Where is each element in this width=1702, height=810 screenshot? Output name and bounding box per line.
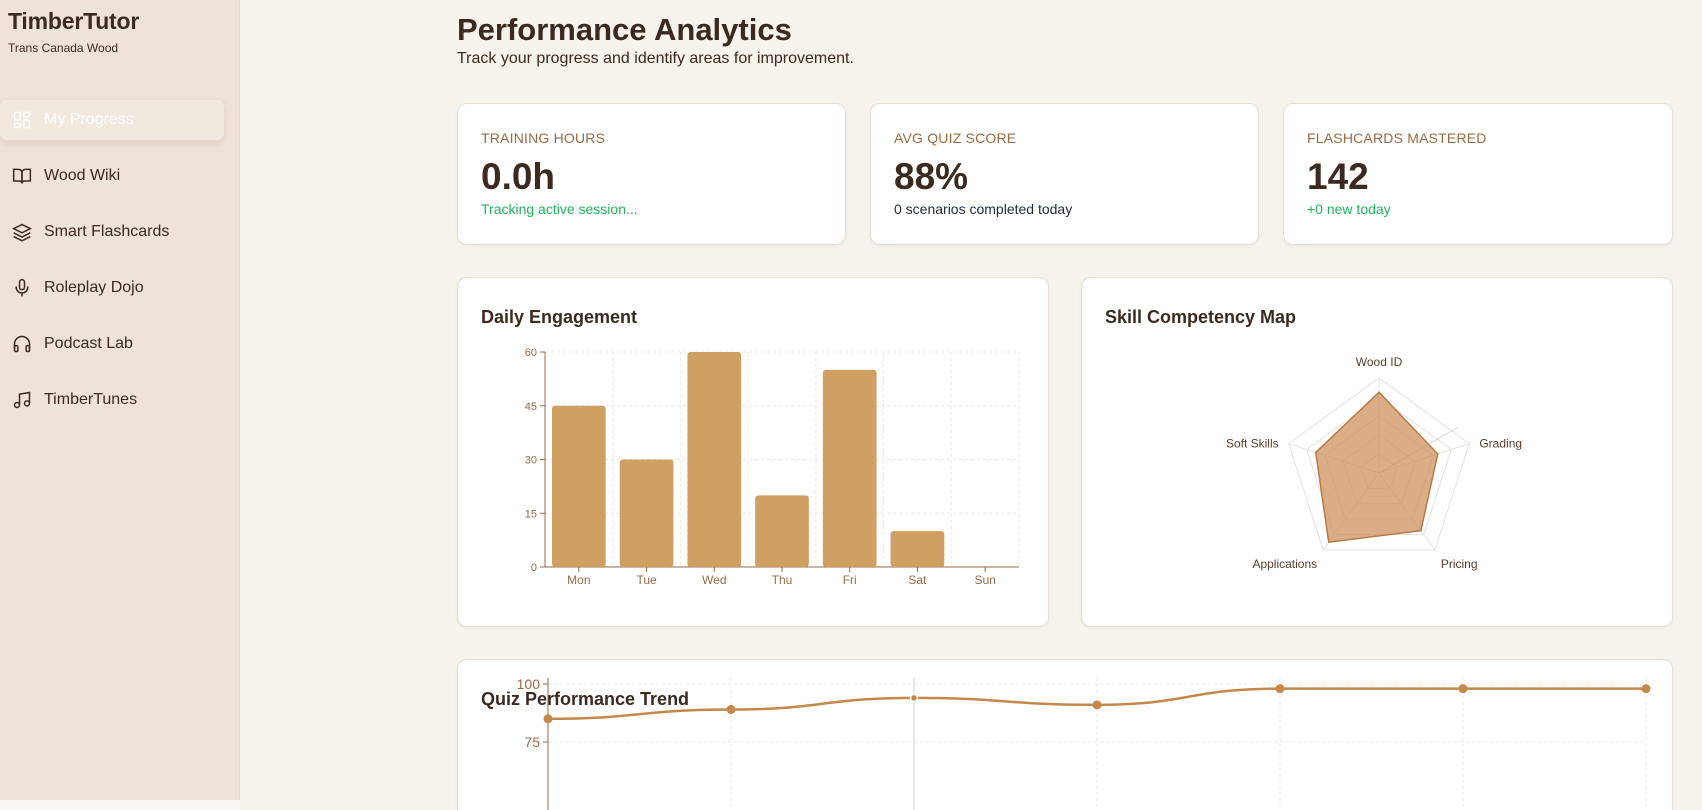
brand: TimberTutor Trans Canada Wood (8, 8, 139, 55)
x-tick-label: Sun (974, 573, 995, 587)
sidebar-footer (0, 800, 240, 810)
sidebar-item-label: Podcast Lab (44, 335, 133, 352)
x-tick-label: Thu (772, 573, 793, 587)
y-tick-label: 0 (531, 562, 537, 574)
stat-note: +0 new today (1307, 201, 1391, 217)
sidebar-item-podcast-lab[interactable]: Podcast Lab (0, 324, 224, 364)
daily-engagement-chart: 0 15 30 45 60 Mon Tue Wed Thu Fri Sat Sun (525, 347, 1020, 587)
skill-competency-radar: Wood ID Grading Pricing Applications Soft Sk… (1226, 355, 1522, 571)
stat-note: 0 scenarios completed today (894, 201, 1073, 217)
y-tick-label: 30 (525, 455, 537, 467)
stat-card-flashcards-mastered: FLASHCARDS MASTERED 142 +0 new today (1283, 103, 1673, 245)
headphones-icon (12, 334, 32, 354)
bar-sat (890, 531, 945, 567)
sidebar-item-label: My Progress (44, 111, 134, 128)
stat-value: 0.0h (481, 156, 556, 197)
data-point (909, 693, 919, 703)
brand-subtitle: Trans Canada Wood (8, 41, 119, 55)
data-point (543, 714, 553, 724)
x-tick-label: Sat (908, 573, 927, 587)
radar-axis-label: Soft Skills (1226, 437, 1279, 451)
stat-card-training-hours: TRAINING HOURS 0.0h Tracking active sess… (457, 103, 846, 245)
x-tick-label: Wed (702, 573, 726, 587)
book-icon (12, 166, 32, 186)
stat-label: AVG QUIZ SCORE (894, 130, 1017, 146)
radar-axis-label: Grading (1479, 437, 1522, 451)
quiz-trend-card: Quiz Performance Trend 100 75 (457, 659, 1673, 810)
daily-engagement-card: Daily Engagement 0 15 30 45 60 Mon Tue Wed Thu Fr… (457, 277, 1049, 627)
sidebar-item-label: TimberTunes (44, 391, 138, 408)
data-point (726, 705, 736, 715)
bar-fri (822, 369, 877, 567)
sidebar-item-label: Wood Wiki (44, 167, 121, 184)
sidebar-item-label: Roleplay Dojo (44, 279, 144, 296)
chart-title: Skill Competency Map (1105, 307, 1297, 327)
x-tick-label: Mon (567, 573, 590, 587)
sidebar-nav: My Progress Wood Wiki Smart Flashcards R… (0, 100, 224, 436)
y-tick-label: 60 (525, 347, 537, 359)
sidebar: TimberTutor Trans Canada Wood My Progres… (0, 0, 240, 810)
skill-competency-card: Skill Competency Map Wood ID Grading Prici… (1081, 277, 1673, 627)
x-tick-label: Tue (636, 573, 657, 587)
stat-value: 88% (894, 156, 969, 197)
bar-thu (755, 495, 809, 567)
bar-wed (687, 352, 742, 567)
data-point (1092, 700, 1102, 710)
stat-note: Tracking active session... (481, 201, 638, 217)
dashboard-icon (12, 110, 32, 130)
y-tick-label: 75 (524, 734, 540, 750)
data-point (1458, 684, 1468, 694)
bar-mon (552, 405, 606, 567)
bar-tue (619, 459, 674, 567)
sidebar-item-my-progress[interactable]: My Progress (0, 100, 224, 140)
stat-label: TRAINING HOURS (481, 130, 606, 146)
sidebar-item-timbertunes[interactable]: TimberTunes (0, 380, 224, 420)
x-tick-label: Fri (843, 573, 857, 587)
stat-label: FLASHCARDS MASTERED (1307, 130, 1487, 146)
sidebar-item-label: Smart Flashcards (44, 223, 170, 240)
radar-axis-label: Pricing (1441, 557, 1478, 571)
data-point (1275, 684, 1285, 694)
sidebar-item-wood-wiki[interactable]: Wood Wiki (0, 156, 224, 196)
y-tick-label: 15 (525, 508, 537, 520)
page-title: Performance Analytics (457, 12, 792, 47)
sidebar-item-roleplay-dojo[interactable]: Roleplay Dojo (0, 268, 224, 308)
data-point (1641, 684, 1651, 694)
stat-value: 142 (1307, 156, 1369, 197)
layers-icon (12, 222, 32, 242)
stat-card-avg-quiz-score: AVG QUIZ SCORE 88% 0 scenarios completed… (870, 103, 1259, 245)
radar-grid-ring (1288, 377, 1470, 551)
radar-axis-label: Applications (1252, 557, 1317, 571)
chart-title: Daily Engagement (481, 307, 638, 327)
page-subtitle: Track your progress and identify areas f… (457, 50, 854, 67)
quiz-trend-chart: 100 75 (517, 676, 1651, 810)
radar-series (1314, 391, 1439, 544)
y-tick-label: 100 (517, 676, 541, 692)
brand-title: TimberTutor (8, 8, 140, 34)
chart-title: Quiz Performance Trend (481, 689, 690, 709)
sidebar-item-smart-flashcards[interactable]: Smart Flashcards (0, 212, 224, 252)
music-note-icon (12, 390, 32, 410)
radar-axis-label: Wood ID (1356, 355, 1403, 369)
y-tick-label: 45 (525, 401, 537, 413)
microphone-icon (12, 278, 32, 298)
